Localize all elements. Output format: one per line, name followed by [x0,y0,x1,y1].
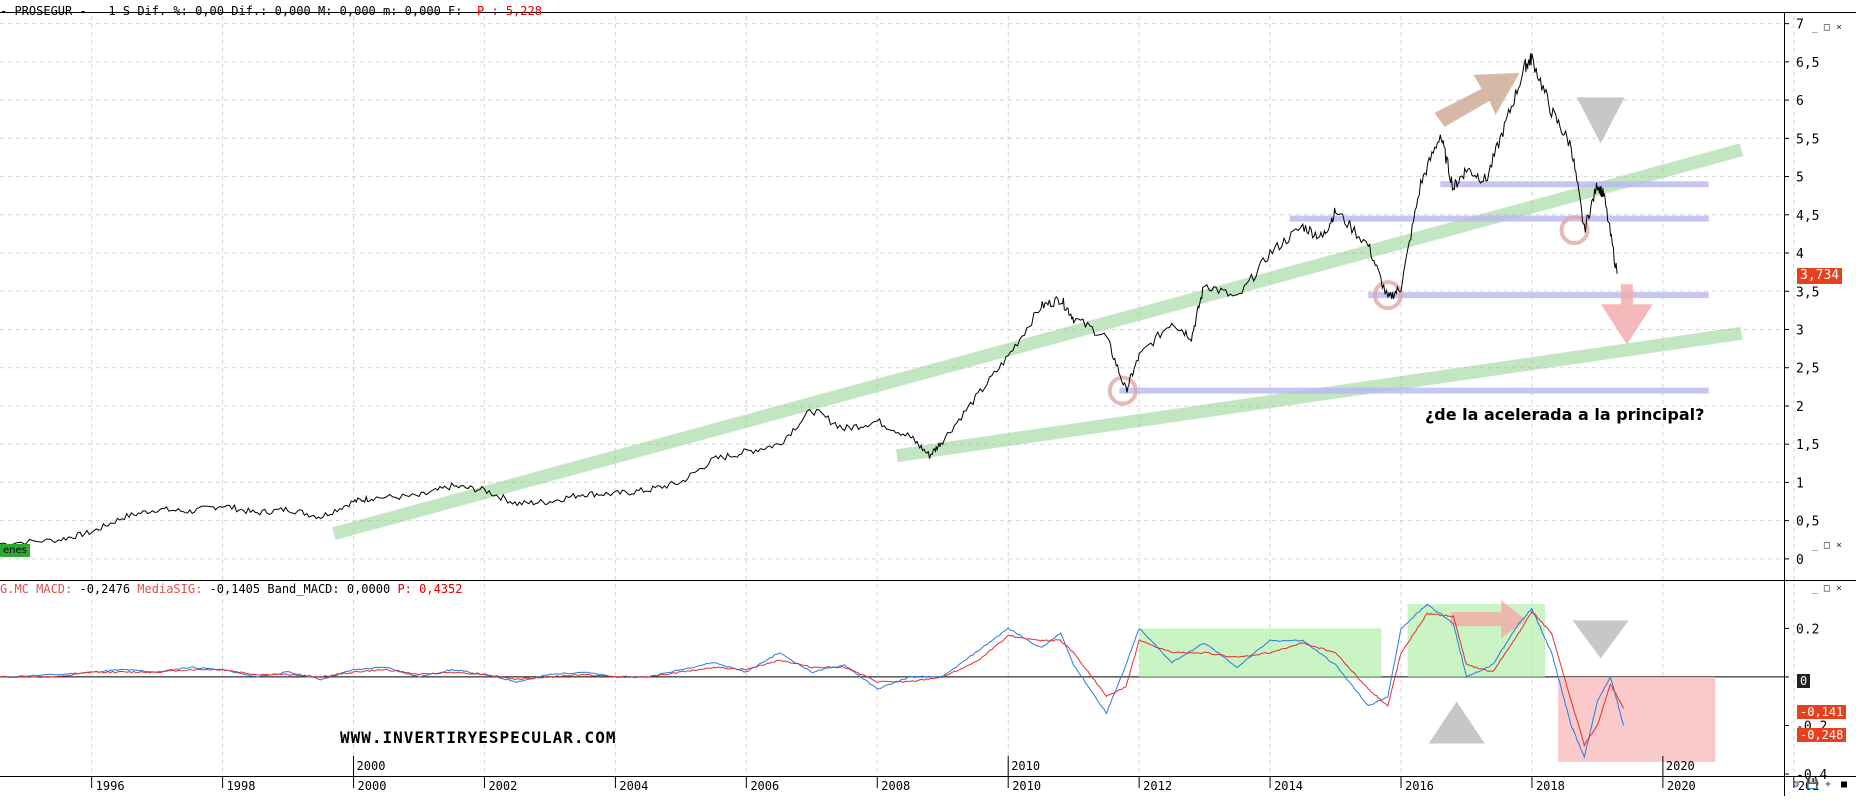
add-icon[interactable]: + [1824,779,1832,790]
up-arrow [1434,72,1520,127]
time-axis: 1996 1998 2000 2002 2004 2006 2008 2010 2012 2014… [91,756,1820,793]
price-header: - PROSEGUR - 1 S Dif. %: 0,00 Dif.: 0,00… [0,4,542,18]
last-price-tag: 3,734 [1797,268,1843,284]
save-icon[interactable]: 💾 [1806,779,1819,790]
macd-line [0,603,1625,760]
dif-label: Dif.: 0,000 [231,4,311,18]
macd-annotations-layer [1139,600,1716,762]
x-axis-line [0,776,1856,777]
decade-tick-label: 2000 [357,759,386,773]
price-tick-label: 1,5 [1796,438,1819,453]
macd-header: G.MC MACD: -0,2476 MediaSIG: -0,1405 Ban… [0,582,462,596]
trendline [895,326,1743,463]
website-watermark: WWW.INVERTIRYESPECULAR.COM [340,728,617,747]
macd-axis: 0.2-0.2-0.4 [1784,622,1827,783]
macd-up-triangle [1428,701,1485,744]
price-tick-label: 3 [1796,323,1804,338]
stop-icon[interactable]: ■ [1840,779,1848,790]
signal-value: -0,1405 [209,582,261,596]
price-tick-label: 4 [1796,247,1804,262]
max-label: M: 0,000 [317,4,376,18]
macd-price-label: P: 0,4352 [397,582,463,596]
price-series-layer [0,53,1618,546]
price-line [0,53,1618,546]
band-label: Band_MACD: [267,582,340,596]
min-label: m: 0,000 [383,4,441,18]
price-tick-label: 7 [1796,18,1804,33]
year-tick-label: 2012 [1143,779,1172,793]
down-arrow [1600,284,1653,345]
year-tick-label: 2010 [1012,779,1041,793]
f-label: F: [448,4,463,18]
decade-tick-label: 2020 [1666,759,1695,773]
dif-pct-label: Dif. %: 0,00 [137,4,225,18]
macd-line-tag: -0,248 [1797,728,1847,742]
macd-series-layer [0,603,1625,760]
macd-signal-tag: -0,141 [1797,705,1847,719]
band-value: 0,0000 [346,582,391,596]
macd-down-triangle [1572,620,1629,659]
touch-circle [1372,280,1403,311]
period-label: 1 S [108,4,131,18]
decade-tick-label: 2010 [1011,759,1040,773]
year-tick-label: 2006 [750,779,779,793]
price-tick-label: 5,5 [1796,132,1819,147]
price-tick-label: 6 [1796,94,1804,109]
price-window-buttons-lower[interactable]: _ □ × [1811,540,1842,551]
price-tick-label: 2 [1796,400,1804,415]
touch-circle [1559,215,1590,246]
price-tick-label: 5 [1796,171,1804,186]
macd-tick-label: 0.2 [1796,622,1819,637]
price-grid [0,16,1795,776]
price-tick-label: 4,5 [1796,209,1819,224]
year-tick-label: 2002 [488,779,517,793]
trendline [332,143,1744,540]
year-tick-label: 2000 [358,779,387,793]
price-label: P : 5,228 [476,4,542,18]
macd-arrow [1451,600,1527,639]
price-tick-label: 0,5 [1796,515,1819,530]
question-annotation: ¿de la acelerada a la principal? [1425,405,1705,424]
year-tick-label: 2008 [881,779,910,793]
price-tick-label: 1 [1796,476,1804,491]
price-tick-label: 2,5 [1796,362,1819,377]
year-tick-label: 1996 [96,779,125,793]
signal-line [0,610,1625,747]
right-axis-line [1784,12,1785,796]
price-tick-label: 3,5 [1796,285,1819,300]
price-tick-label: 0 [1796,553,1804,568]
macd-value: -0,2476 [79,582,131,596]
signal-label: MediaSIG: [137,582,203,596]
volume-tag: enes [0,544,30,557]
macd-zero-tag: 0 [1797,674,1811,688]
macd-tick-label: -0.4 [1796,768,1827,783]
chart-frame [0,12,1856,796]
year-tick-label: 2004 [619,779,648,793]
symbol-label: - PROSEGUR - [0,4,87,18]
year-tick-label: 2014 [1274,779,1303,793]
down-triangle [1576,97,1625,144]
year-tick-label: 202 [1798,779,1820,793]
year-tick-label: 2016 [1405,779,1434,793]
macd-window-buttons[interactable]: _ □ × [1811,583,1842,594]
price-axis: 0 0,5 1 1,5 2 2,5 3 3,5 4 4,5 5 5,5 6 6,5 7 [1784,18,1819,568]
year-tick-label: 2018 [1536,779,1565,793]
year-tick-label: 1998 [227,779,256,793]
pane-divider [0,580,1856,581]
touch-circle [1107,375,1138,406]
red-zone [1558,676,1716,762]
price-window-buttons[interactable]: _ □ × [1811,22,1842,33]
year-tick-label: 2020 [1667,779,1696,793]
macd-series-label: G.MC MACD: [0,582,73,596]
price-annotations-layer [332,72,1744,540]
settings-icon[interactable]: ⚙ [1792,779,1800,790]
top-border [0,12,1856,13]
price-tick-label: 6,5 [1796,56,1819,71]
